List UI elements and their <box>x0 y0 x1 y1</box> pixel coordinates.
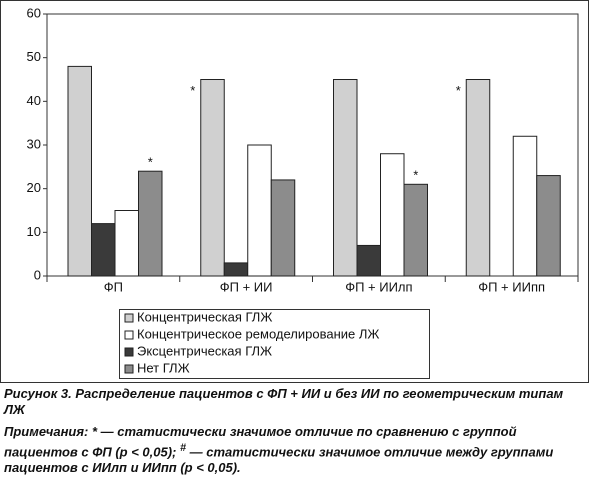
bar <box>67 65 92 277</box>
annotation: * <box>456 83 461 98</box>
y-tick-label: 10 <box>27 224 41 239</box>
y-tick-label: 30 <box>27 136 41 151</box>
annotation: * <box>413 168 418 183</box>
bar <box>536 175 561 277</box>
bar <box>247 144 272 277</box>
note-mark: # <box>180 442 187 454</box>
bar <box>465 79 491 277</box>
bar <box>114 210 139 277</box>
legend-swatch <box>124 330 134 340</box>
legend-swatch <box>124 313 134 323</box>
legend-label: Концентрическая ГЛЖ <box>137 309 272 324</box>
caption-title: Рисунок 3. Распределение пациентов с ФП … <box>4 386 564 417</box>
y-tick-label: 40 <box>27 93 41 108</box>
bar <box>512 135 538 277</box>
bar <box>91 223 116 277</box>
bar <box>138 170 163 277</box>
bar <box>403 183 428 277</box>
legend-label: Нет ГЛЖ <box>137 360 190 375</box>
y-tick-label: 0 <box>34 267 41 282</box>
bar <box>200 79 225 277</box>
legend-box <box>119 309 430 379</box>
y-tick-label: 50 <box>27 49 41 64</box>
legend-label: Эксцентрическая ГЛЖ <box>137 343 272 358</box>
legend-label: Концентрическое ремоделирование ЛЖ <box>137 326 379 341</box>
chart: 0 10 20 30 40 50 60 ФП ФП + ИИ ФП + ИИлп ФП + ИИпп… <box>0 0 589 383</box>
legend-swatch <box>124 347 134 357</box>
x-tick-label: ФП + ИИлп <box>345 279 412 294</box>
bar <box>223 262 249 277</box>
bar <box>333 79 358 277</box>
x-tick-label: ФП + ИИ <box>220 279 273 294</box>
note-text: Примечания: * — статистически значимое о… <box>4 424 517 460</box>
note-text: — статистически значимое отличие между г… <box>4 444 554 476</box>
y-tick-label: 20 <box>27 180 41 195</box>
annotation: * <box>148 155 153 170</box>
bar <box>380 153 405 277</box>
bar <box>356 244 381 277</box>
caption: Рисунок 3. Распределение пациентов с ФП … <box>4 386 586 482</box>
legend-swatch <box>124 364 134 374</box>
bar <box>270 179 296 277</box>
x-tick-label: ФП + ИИпп <box>478 279 545 294</box>
y-tick-label: 60 <box>27 5 41 20</box>
annotation: * <box>190 83 195 98</box>
x-tick-label: ФП <box>104 279 123 294</box>
caption-note: Примечания: * — статистически значимое о… <box>4 424 586 476</box>
